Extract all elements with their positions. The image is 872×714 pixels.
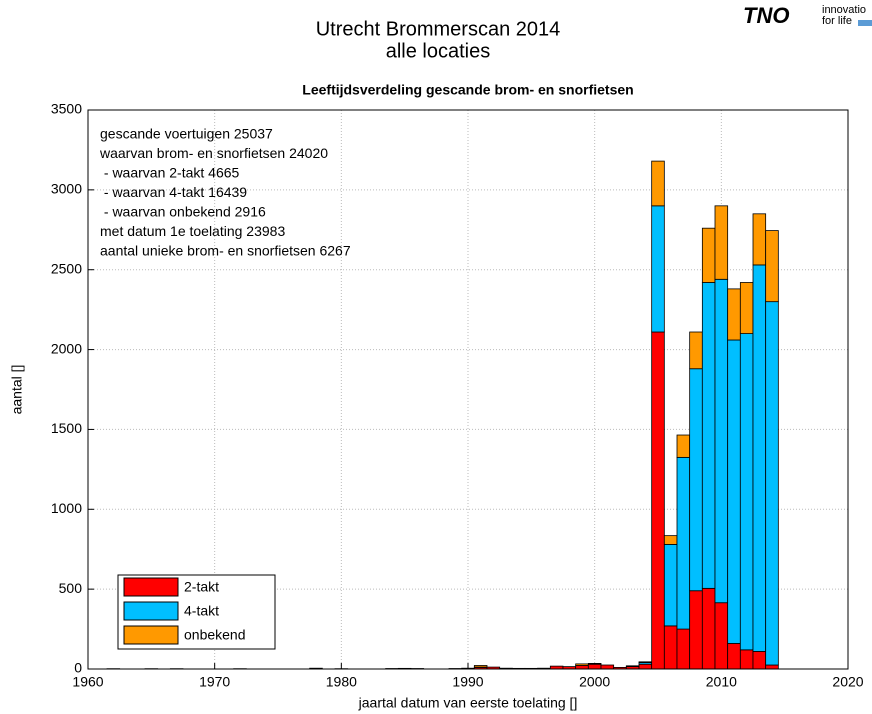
legend-swatch bbox=[123, 625, 179, 645]
bar-segment bbox=[727, 288, 741, 341]
x-tick-label: 1980 bbox=[326, 674, 357, 690]
bar-segment bbox=[473, 665, 488, 668]
bar-segment bbox=[714, 602, 729, 670]
y-tick-label: 3000 bbox=[51, 181, 82, 197]
bar-segment bbox=[663, 544, 678, 627]
logo-bar bbox=[858, 20, 872, 26]
bar-segment bbox=[765, 301, 779, 666]
bar-segment bbox=[689, 590, 703, 670]
bar-segment bbox=[714, 278, 729, 604]
bar-segment bbox=[689, 331, 703, 370]
bar-segment bbox=[638, 663, 653, 670]
bar-segment bbox=[575, 663, 589, 666]
annotation: - waarvan onbekend 2916 bbox=[100, 204, 266, 220]
chart-title: Utrecht Brommerscan 2014 bbox=[316, 18, 561, 40]
y-tick-label: 1000 bbox=[51, 500, 82, 516]
bar-segment bbox=[701, 587, 716, 670]
bar-segment bbox=[575, 665, 589, 670]
bar-segment bbox=[587, 663, 602, 665]
annotation: - waarvan 4-takt 16439 bbox=[100, 184, 247, 200]
bar-segment bbox=[727, 643, 741, 670]
y-tick-label: 1500 bbox=[51, 420, 82, 436]
x-tick-label: 1990 bbox=[452, 674, 483, 690]
bar-segment bbox=[663, 535, 678, 545]
bar-segment bbox=[651, 205, 665, 333]
bar-segment bbox=[651, 160, 665, 207]
logo: TNO bbox=[743, 3, 789, 28]
bar-segment bbox=[701, 282, 716, 589]
bar-segment bbox=[676, 456, 691, 630]
chart-subtitle: Leeftijdsverdeling gescande brom- en sno… bbox=[302, 82, 633, 98]
y-tick-label: 500 bbox=[59, 580, 83, 596]
bar-segment bbox=[765, 230, 779, 303]
y-axis-label: aantal [] bbox=[9, 365, 25, 415]
bar-segment bbox=[600, 664, 615, 670]
annotation: gescande voertuigen 25037 bbox=[100, 126, 273, 142]
bar-segment bbox=[689, 368, 703, 592]
bar-segment bbox=[752, 213, 767, 266]
x-tick-label: 2020 bbox=[832, 674, 863, 690]
annotation: met datum 1e toelating 23983 bbox=[100, 223, 285, 239]
x-tick-label: 2010 bbox=[706, 674, 737, 690]
annotation: - waarvan 2-takt 4665 bbox=[100, 165, 240, 181]
bar-segment bbox=[765, 664, 779, 670]
bar-segment bbox=[701, 227, 716, 283]
bar-segment bbox=[714, 205, 729, 280]
x-tick-label: 2000 bbox=[579, 674, 610, 690]
legend-label: 2-takt bbox=[184, 579, 219, 595]
bar-segment bbox=[727, 339, 741, 644]
x-tick-label: 1970 bbox=[199, 674, 230, 690]
bar-segment bbox=[739, 282, 754, 334]
y-tick-label: 2000 bbox=[51, 340, 82, 356]
logo-tagline: for life bbox=[822, 15, 852, 27]
annotation: aantal unieke brom- en snorfietsen 6267 bbox=[100, 243, 351, 259]
legend-label: onbekend bbox=[184, 627, 246, 643]
bar-segment bbox=[739, 333, 754, 651]
bar-segment bbox=[739, 649, 754, 670]
legend-label: 4-takt bbox=[184, 603, 219, 619]
chart-title: alle locaties bbox=[386, 40, 491, 62]
bar-segment bbox=[676, 628, 691, 670]
bar-segment bbox=[752, 651, 767, 670]
y-tick-label: 0 bbox=[74, 660, 82, 676]
annotation: waarvan brom- en snorfietsen 24020 bbox=[99, 145, 328, 161]
y-tick-label: 3500 bbox=[51, 101, 82, 117]
bar-segment bbox=[663, 625, 678, 670]
plot-frame bbox=[87, 109, 849, 670]
bar-segment bbox=[676, 434, 691, 458]
bar-segment bbox=[587, 663, 602, 670]
bar-segment bbox=[752, 264, 767, 652]
x-tick-label: 1960 bbox=[72, 674, 103, 690]
bar-segment bbox=[651, 331, 665, 670]
x-axis-label: jaartal datum van eerste toelating [] bbox=[358, 695, 578, 711]
legend-swatch bbox=[123, 577, 179, 597]
bar-segment bbox=[638, 661, 653, 664]
legend-swatch bbox=[123, 601, 179, 621]
y-tick-label: 2500 bbox=[51, 260, 82, 276]
logo-tagline: innovatio bbox=[822, 4, 866, 16]
